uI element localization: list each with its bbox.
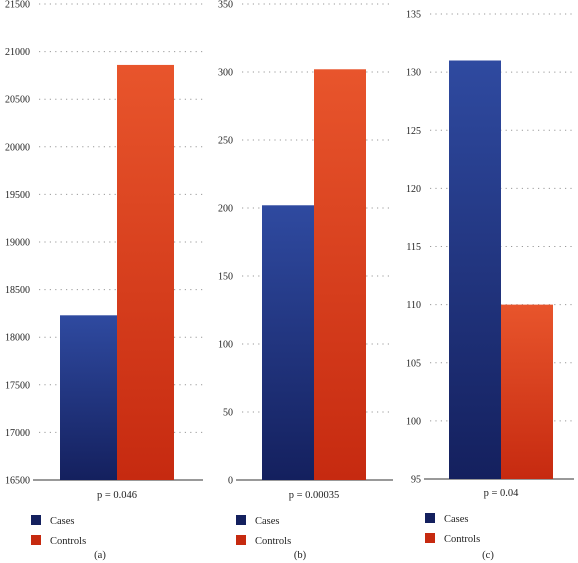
chart-panel-1: 16500 17000 17500 18000 18500 19000 19500 20000… xyxy=(5,0,203,561)
y-tick-label: 50 xyxy=(223,408,233,419)
y-tick-label: 95 xyxy=(411,475,421,486)
bar-controls xyxy=(314,69,366,480)
chart-panel-3: 95 100 105 110 115 120 125 130 135 p = 0.04 Cases C… xyxy=(406,10,574,561)
bar-cases xyxy=(262,205,314,480)
p-value-label: p = 0.04 xyxy=(484,488,520,499)
y-tick-label: 19500 xyxy=(5,190,30,201)
bar-cases xyxy=(449,60,501,479)
legend-label-cases: Cases xyxy=(255,516,280,527)
y-tick-label: 350 xyxy=(218,0,233,11)
legend-label-controls: Controls xyxy=(444,534,480,545)
legend-swatch-cases xyxy=(236,515,246,525)
bar-controls xyxy=(117,64,174,480)
bar-cases xyxy=(60,315,117,480)
panel-label: (a) xyxy=(94,550,106,561)
y-tick-label: 120 xyxy=(406,184,421,195)
chart-panel-2: 0 50 100 150 200 250 300 350 p = 0.00035 Cases Con… xyxy=(218,0,393,561)
legend-label-controls: Controls xyxy=(255,536,291,547)
y-tick-label: 21000 xyxy=(5,47,30,58)
y-tick-label: 105 xyxy=(406,358,421,369)
legend-label-cases: Cases xyxy=(50,516,75,527)
y-tick-label: 115 xyxy=(406,242,421,253)
legend-swatch-controls xyxy=(236,535,246,545)
y-tick-label: 17500 xyxy=(5,380,30,391)
legend-label-controls: Controls xyxy=(50,536,86,547)
panel-label: (c) xyxy=(482,550,494,561)
bar-controls xyxy=(501,304,553,479)
legend-swatch-controls xyxy=(425,533,435,543)
p-value-label: p = 0.046 xyxy=(97,490,137,501)
y-tick-label: 250 xyxy=(218,136,233,147)
y-tick-label: 20000 xyxy=(5,142,30,153)
y-tick-label: 100 xyxy=(218,340,233,351)
y-tick-label: 17000 xyxy=(5,428,30,439)
y-tick-label: 20500 xyxy=(5,95,30,106)
y-tick-label: 16500 xyxy=(5,476,30,487)
y-tick-label: 135 xyxy=(406,10,421,21)
y-tick-label: 125 xyxy=(406,126,421,137)
legend-swatch-controls xyxy=(31,535,41,545)
y-tick-label: 110 xyxy=(406,300,421,311)
panel-label: (b) xyxy=(294,550,307,561)
y-tick-label: 18000 xyxy=(5,333,30,344)
y-tick-label: 200 xyxy=(218,204,233,215)
y-tick-label: 130 xyxy=(406,68,421,79)
y-tick-label: 0 xyxy=(228,476,233,487)
y-tick-label: 19000 xyxy=(5,238,30,249)
y-tick-label: 150 xyxy=(218,272,233,283)
y-tick-label: 18500 xyxy=(5,285,30,296)
p-value-label: p = 0.00035 xyxy=(289,490,340,501)
y-tick-label: 100 xyxy=(406,416,421,427)
legend-swatch-cases xyxy=(31,515,41,525)
y-tick-label: 300 xyxy=(218,68,233,79)
legend-swatch-cases xyxy=(425,513,435,523)
legend-label-cases: Cases xyxy=(444,514,469,525)
y-tick-label: 21500 xyxy=(5,0,30,11)
